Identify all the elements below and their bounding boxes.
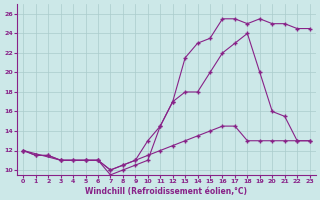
X-axis label: Windchill (Refroidissement éolien,°C): Windchill (Refroidissement éolien,°C) <box>85 187 247 196</box>
